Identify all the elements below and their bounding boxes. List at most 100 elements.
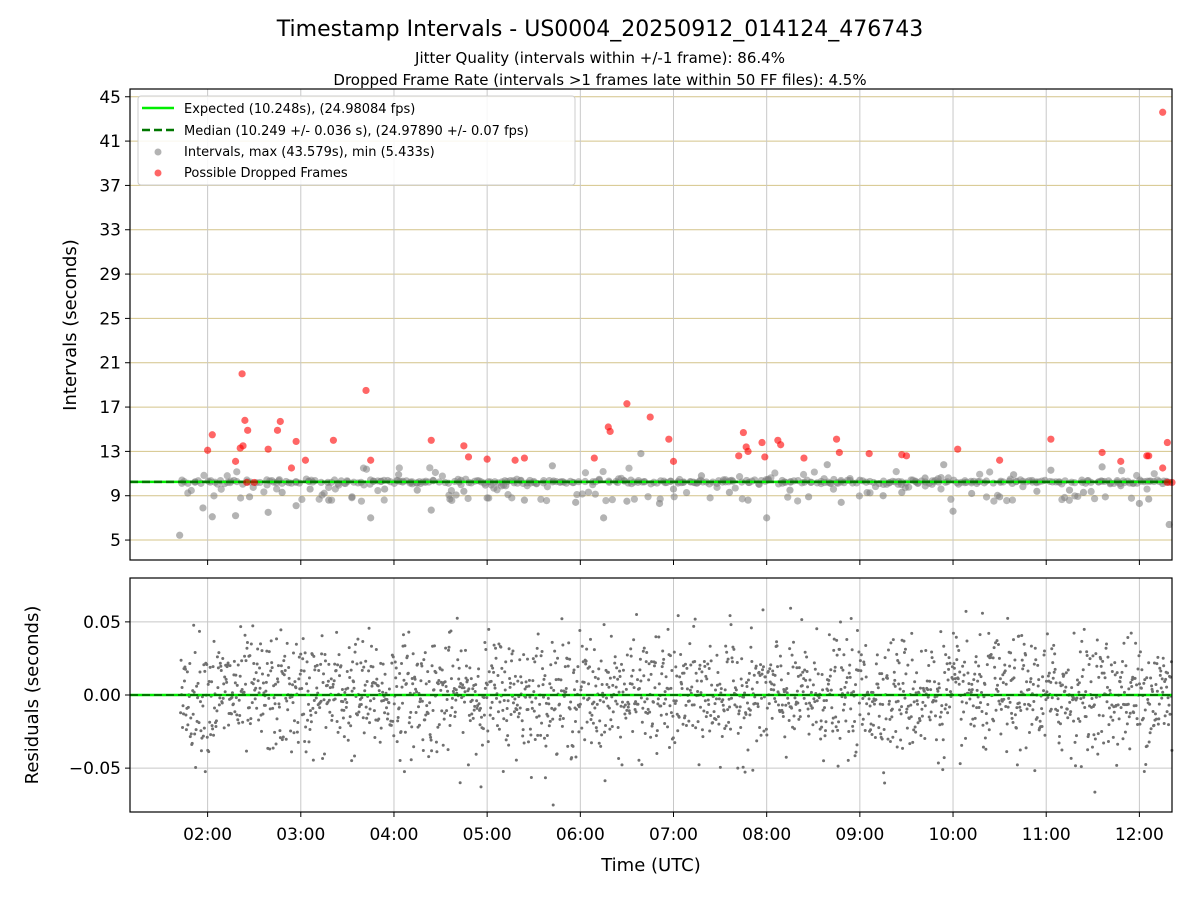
interval-point <box>905 484 912 491</box>
residual-point <box>1113 661 1116 664</box>
residual-point <box>992 656 995 659</box>
residual-point <box>953 667 956 670</box>
interval-point <box>732 484 739 491</box>
residual-point <box>673 741 676 744</box>
residual-point <box>740 678 743 681</box>
residual-point <box>773 697 776 700</box>
residual-point <box>1052 644 1055 647</box>
residual-point <box>1002 681 1005 684</box>
residual-point <box>380 727 383 730</box>
residual-point <box>730 697 733 700</box>
residual-point <box>756 681 759 684</box>
interval-point <box>644 493 651 500</box>
residual-point <box>731 660 734 663</box>
residual-point <box>753 674 756 677</box>
residual-point <box>889 641 892 644</box>
residual-point <box>609 677 612 680</box>
residual-point <box>338 653 341 656</box>
residual-point <box>588 697 591 700</box>
residual-point <box>761 668 764 671</box>
time-x-label: Time (UTC) <box>600 855 701 876</box>
residual-point <box>985 722 988 725</box>
intervals-y-tick-label: 29 <box>99 265 121 285</box>
residual-point <box>306 719 309 722</box>
residual-point <box>244 634 247 637</box>
interval-point <box>670 485 677 492</box>
residual-point <box>798 709 801 712</box>
residual-point <box>285 738 288 741</box>
residual-point <box>777 703 780 706</box>
residual-point <box>200 749 203 752</box>
residual-point <box>379 741 382 744</box>
residual-point <box>445 685 448 688</box>
interval-point <box>549 462 556 469</box>
residual-point <box>857 650 860 653</box>
residual-point <box>285 699 288 702</box>
dropped-frame-point <box>591 454 598 461</box>
residual-point <box>342 709 345 712</box>
dropped-frame-point <box>1159 464 1166 471</box>
residual-point <box>407 631 410 634</box>
residual-point <box>240 659 243 662</box>
residual-point <box>668 746 671 749</box>
interval-point <box>325 497 332 504</box>
residual-point <box>992 719 995 722</box>
residual-point <box>556 752 559 755</box>
residual-point <box>607 686 610 689</box>
residual-point <box>675 675 678 678</box>
residual-point <box>290 750 293 753</box>
residual-point <box>236 684 239 687</box>
residual-point <box>349 724 352 727</box>
residual-point <box>271 707 274 710</box>
residual-point <box>363 689 366 692</box>
residual-point <box>402 679 405 682</box>
residual-point <box>491 667 494 670</box>
residual-point <box>369 699 372 702</box>
residual-point <box>850 617 853 620</box>
residual-point <box>391 720 394 723</box>
figure-subtitle-dropped: Dropped Frame Rate (intervals >1 frames … <box>333 71 866 89</box>
residual-point <box>529 733 532 736</box>
residual-point <box>739 726 742 729</box>
residual-point <box>996 684 999 687</box>
residual-point <box>451 664 454 667</box>
residual-point <box>221 701 224 704</box>
residual-point <box>270 661 273 664</box>
residual-point <box>276 677 279 680</box>
residual-point <box>893 671 896 674</box>
residual-point <box>1146 744 1149 747</box>
residual-point <box>421 738 424 741</box>
residual-point <box>309 714 312 717</box>
interval-point <box>508 494 515 501</box>
residual-point <box>627 706 630 709</box>
residual-point <box>874 698 877 701</box>
residual-point <box>710 684 713 687</box>
residual-point <box>592 701 595 704</box>
residual-point <box>818 696 821 699</box>
residual-point <box>806 685 809 688</box>
residual-point <box>750 660 753 663</box>
residual-point <box>410 725 413 728</box>
dropped-frame-point <box>903 452 910 459</box>
residual-point <box>241 688 244 691</box>
residual-point <box>1059 722 1062 725</box>
residual-point <box>848 672 851 675</box>
residual-point <box>351 690 354 693</box>
residual-point <box>304 725 307 728</box>
residual-point <box>760 697 763 700</box>
residual-point <box>303 670 306 673</box>
interval-point <box>671 493 678 500</box>
residual-point <box>671 715 674 718</box>
residual-point <box>927 664 930 667</box>
residual-point <box>1148 703 1151 706</box>
residual-point <box>198 671 201 674</box>
residual-point <box>600 660 603 663</box>
residual-point <box>1115 764 1118 767</box>
residual-point <box>635 710 638 713</box>
residual-point <box>792 714 795 717</box>
residual-point <box>688 700 691 703</box>
residual-point <box>693 703 696 706</box>
residual-point <box>1053 671 1056 674</box>
residual-point <box>378 689 381 692</box>
residual-point <box>372 697 375 700</box>
